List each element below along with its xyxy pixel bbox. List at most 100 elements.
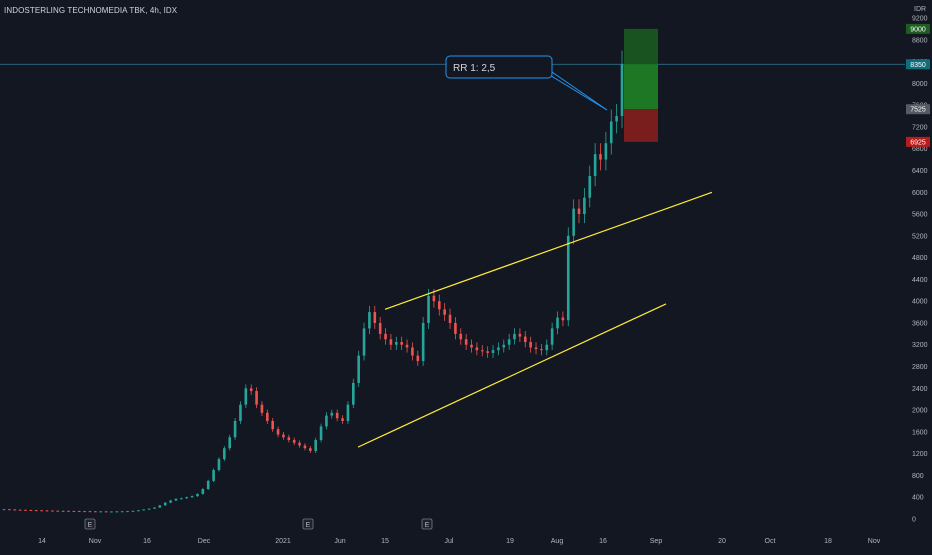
candle-body <box>497 347 500 351</box>
candle-body <box>18 509 22 511</box>
candle-body <box>137 510 140 512</box>
candle-body <box>341 418 344 421</box>
candle-body <box>459 333 463 340</box>
candle-body <box>51 510 54 512</box>
candle-body <box>169 500 172 503</box>
x-tick-label: Oct <box>765 538 776 545</box>
candle-body <box>276 429 280 435</box>
candle-body <box>405 344 409 348</box>
candle-body <box>583 197 586 215</box>
candle-body <box>56 510 60 512</box>
channel-upper-line[interactable] <box>384 191 713 310</box>
candle-body <box>335 412 339 419</box>
candle-body <box>572 208 575 236</box>
y-tick-label: 8000 <box>912 81 928 88</box>
candle-body <box>416 355 420 362</box>
y-tick-label: 3200 <box>912 342 928 349</box>
candle-body <box>120 511 124 513</box>
y-tick-label: 2400 <box>912 386 928 393</box>
candle-body <box>282 434 285 438</box>
x-tick-label: 15 <box>381 538 389 545</box>
candle-body <box>593 154 597 176</box>
candle-body <box>309 448 312 451</box>
candle-body <box>427 295 430 323</box>
candle-body <box>126 511 129 513</box>
price-label-entry <box>906 104 930 115</box>
candle-body <box>550 328 554 345</box>
y-tick-label: 400 <box>912 495 924 502</box>
candle-body <box>223 448 226 460</box>
candle-body <box>448 314 452 323</box>
candle-body <box>260 404 264 413</box>
candle-body <box>212 469 215 481</box>
channel-lower-line[interactable] <box>357 303 667 448</box>
earnings-marker[interactable] <box>421 518 433 530</box>
callout-box[interactable] <box>445 55 553 79</box>
candle-body <box>104 511 108 513</box>
candle-body <box>432 295 436 302</box>
earnings-marker-label: E <box>306 522 311 529</box>
price-label-stop-text: 6925 <box>910 139 926 146</box>
y-tick-label: 1200 <box>912 451 928 458</box>
price-label-target <box>906 23 930 34</box>
candle-body <box>77 511 81 513</box>
callout-text: RR 1: 2,5 <box>453 63 496 74</box>
candle-body <box>529 342 532 348</box>
candle-body <box>185 497 189 499</box>
earnings-marker[interactable] <box>84 518 96 530</box>
y-tick-label: 7200 <box>912 124 928 131</box>
candle-body <box>561 317 565 321</box>
candle-body <box>378 322 382 334</box>
candle-body <box>523 336 527 343</box>
x-tick-label: 19 <box>506 538 514 545</box>
candle-body <box>357 355 360 383</box>
candle-body <box>266 412 269 421</box>
x-tick-label: Nov <box>868 538 881 545</box>
stop-zone <box>624 109 658 142</box>
candle-body <box>502 344 506 348</box>
candle-body <box>29 510 33 512</box>
y-tick-label: 4400 <box>912 277 928 284</box>
y-tick-label: 4800 <box>912 255 928 262</box>
candle-body <box>314 440 317 451</box>
candle-body <box>142 509 146 511</box>
candle-body <box>400 342 403 345</box>
candle-body <box>384 333 387 340</box>
candle-body <box>604 143 608 160</box>
x-tick-label: Dec <box>198 538 211 545</box>
chart-title: INDOSTERLING TECHNOMEDIA TBK, 4h, IDX <box>4 6 178 15</box>
y-tick-label: 3600 <box>912 320 928 327</box>
candle-body <box>88 511 92 513</box>
candle-body <box>394 342 398 345</box>
candle-body <box>325 415 328 427</box>
y-tick-label: 1600 <box>912 429 928 436</box>
candle-body <box>588 175 592 198</box>
y-tick-label: 2800 <box>912 364 928 371</box>
x-tick-label: 14 <box>38 538 46 545</box>
candle-body <box>99 511 103 513</box>
candle-body <box>233 420 237 438</box>
y-tick-label: 4000 <box>912 299 928 306</box>
candle-body <box>196 493 199 497</box>
earnings-marker[interactable] <box>302 518 314 530</box>
candle-body <box>577 208 581 215</box>
candle-body <box>190 496 194 498</box>
candle-body <box>470 344 473 348</box>
candle-body <box>368 312 371 329</box>
price-label-target-text: 9000 <box>910 26 926 33</box>
price-label-current <box>906 59 930 70</box>
candle-body <box>556 317 559 329</box>
y-tick-label: 5600 <box>912 212 928 219</box>
candle-body <box>131 510 135 512</box>
candle-body <box>40 510 43 512</box>
candle-body <box>437 301 441 310</box>
candle-body <box>475 347 479 351</box>
currency-label: IDR <box>914 6 927 13</box>
candle-body <box>298 442 301 446</box>
x-tick-label: Jul <box>445 538 454 545</box>
candle-body <box>389 339 393 345</box>
candle-body <box>158 505 162 508</box>
y-tick-label: 0 <box>912 517 916 524</box>
